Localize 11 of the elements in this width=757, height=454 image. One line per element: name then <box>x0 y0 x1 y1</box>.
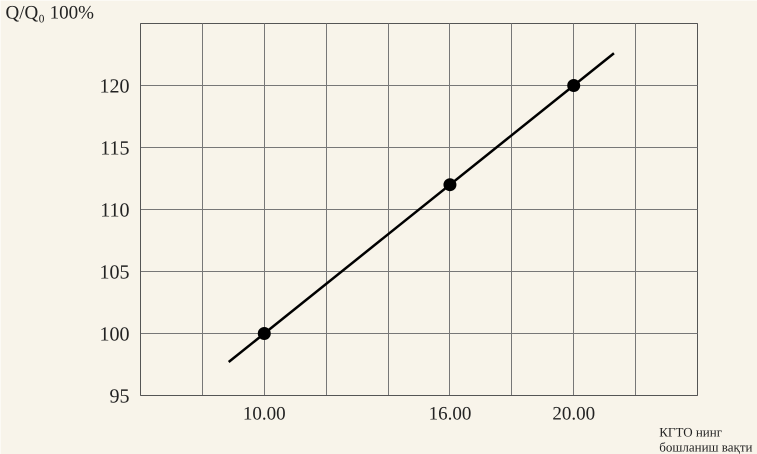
x-tick-label: 16.00 <box>428 404 472 424</box>
x-tick-label: 20.00 <box>552 404 596 424</box>
y-tick-label: 95 <box>110 386 130 408</box>
y-tick-label: 105 <box>100 262 130 284</box>
y-tick-label: 115 <box>100 138 130 160</box>
x-axis-title: КГТО нинг бошланиш вақти <box>659 424 753 454</box>
y-axis-title: Q/Q₀ 100% <box>6 2 94 24</box>
y-tick-label: 110 <box>100 200 130 222</box>
y-tick-label: 120 <box>100 76 130 98</box>
x-tick-label: 10.00 <box>242 404 286 424</box>
y-tick-label: 100 <box>100 324 130 346</box>
